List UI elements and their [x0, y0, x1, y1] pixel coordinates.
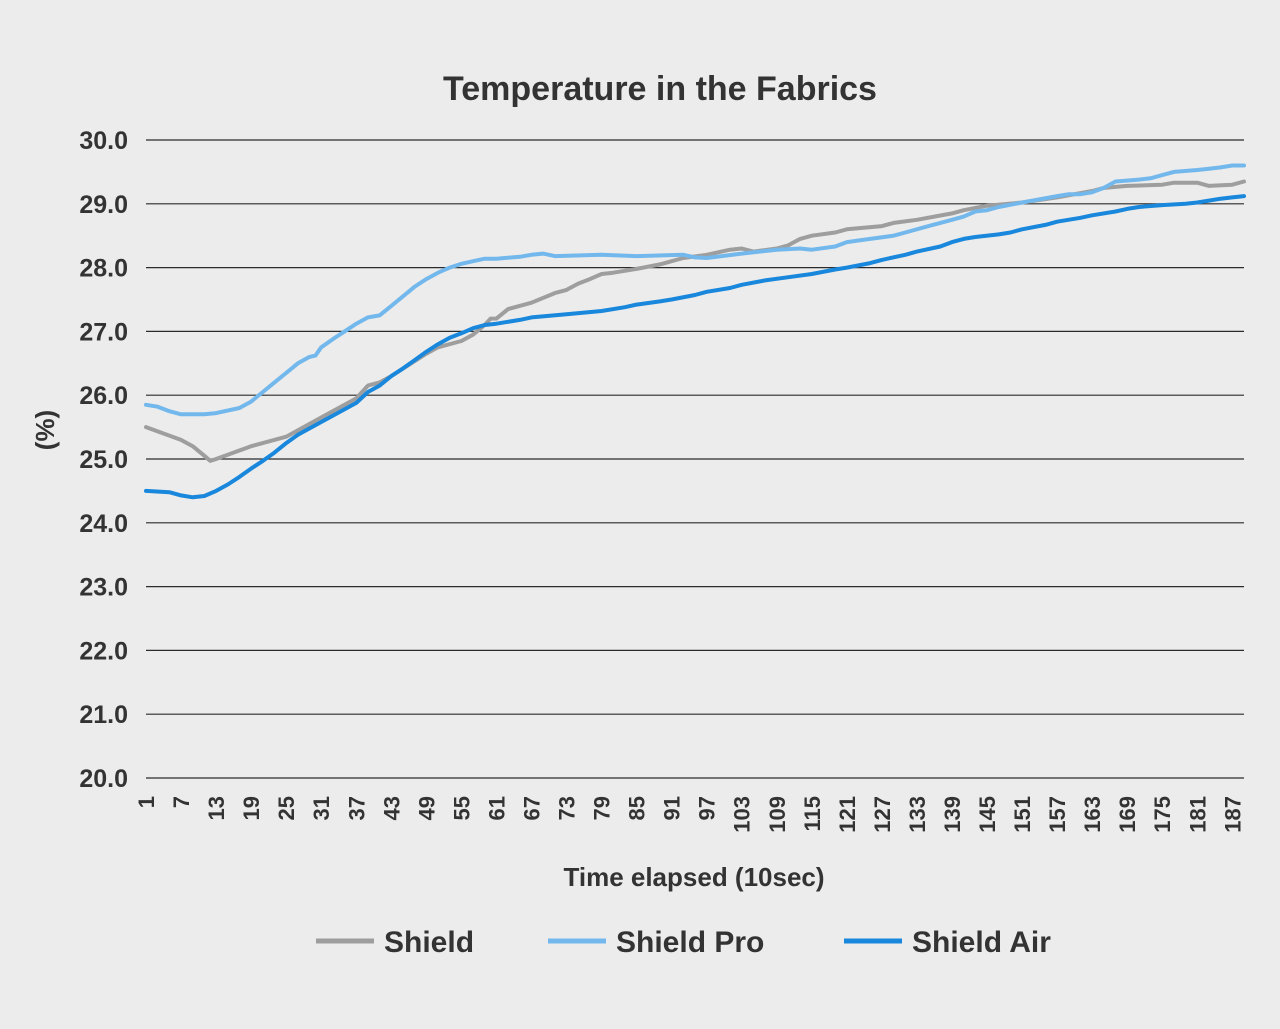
series-line-shield-air	[144, 194, 1246, 500]
x-tick-label: 1	[134, 796, 159, 808]
x-tick-label: 127	[870, 796, 895, 833]
x-tick-label: 181	[1185, 796, 1210, 833]
x-tick-label: 19	[239, 796, 264, 820]
x-tick-label: 163	[1080, 796, 1105, 833]
y-tick-label: 30.0	[79, 127, 128, 155]
x-tick-label: 145	[975, 796, 1000, 833]
x-tick-label: 109	[765, 796, 790, 833]
x-tick-label: 169	[1115, 796, 1140, 833]
y-tick-label: 28.0	[79, 255, 128, 283]
y-axis-title: (%)	[30, 410, 60, 450]
series-line-shield-pro	[144, 163, 1246, 417]
x-tick-label: 61	[484, 796, 509, 820]
y-tick-label: 21.0	[79, 701, 128, 729]
legend: Shield Shield Pro Shield Air	[316, 926, 1051, 959]
x-tick-label: 85	[625, 796, 650, 820]
x-tick-label: 67	[519, 796, 544, 820]
x-tick-label: 25	[274, 796, 299, 820]
x-tick-label: 115	[800, 796, 825, 832]
x-tick-label: 133	[905, 796, 930, 833]
legend-label: Shield	[384, 926, 474, 959]
x-tick-label: 7	[169, 796, 194, 808]
x-tick-label: 103	[730, 796, 755, 833]
x-tick-label: 13	[204, 796, 229, 820]
x-tick-label: 37	[344, 796, 369, 820]
y-tick-label: 22.0	[79, 637, 128, 665]
series-line-shield	[144, 179, 1246, 463]
y-axis-ticks: 20.0 21.0 22.0 23.0 24.0 25.0 26.0 27.0 28.0 29.0…	[79, 127, 128, 793]
x-tick-label: 97	[695, 796, 720, 820]
x-axis-title: Time elapsed (10sec)	[563, 862, 824, 892]
x-tick-label: 91	[660, 796, 685, 820]
y-tick-label: 26.0	[79, 382, 128, 410]
x-tick-label: 31	[309, 796, 334, 820]
y-tick-label: 29.0	[79, 191, 128, 219]
y-tick-label: 20.0	[79, 765, 128, 793]
x-tick-label: 187	[1220, 796, 1245, 833]
x-tick-label: 55	[449, 796, 474, 820]
x-tick-label: 49	[414, 796, 439, 820]
y-tick-label: 27.0	[79, 318, 128, 346]
legend-label: Shield Air	[912, 926, 1051, 959]
x-tick-label: 151	[1010, 796, 1035, 833]
x-tick-label: 121	[835, 796, 860, 833]
x-tick-label: 73	[555, 796, 580, 820]
x-tick-label: 139	[940, 796, 965, 833]
x-tick-label: 157	[1045, 796, 1070, 833]
y-tick-label: 24.0	[79, 510, 128, 538]
x-tick-label: 79	[590, 796, 615, 820]
legend-label: Shield Pro	[616, 926, 764, 959]
x-axis-ticks: 1 7 13 19 25 31 37 43 49 55 61 67 73 79 85 91 97 103 109 11…	[134, 796, 1245, 833]
chart-title: Temperature in the Fabrics	[443, 70, 877, 108]
gridlines	[146, 139, 1244, 779]
x-tick-label: 43	[379, 796, 404, 820]
x-tick-label: 175	[1150, 796, 1175, 833]
y-tick-label: 23.0	[79, 574, 128, 602]
series-lines	[144, 163, 1246, 500]
y-tick-label: 25.0	[79, 446, 128, 474]
